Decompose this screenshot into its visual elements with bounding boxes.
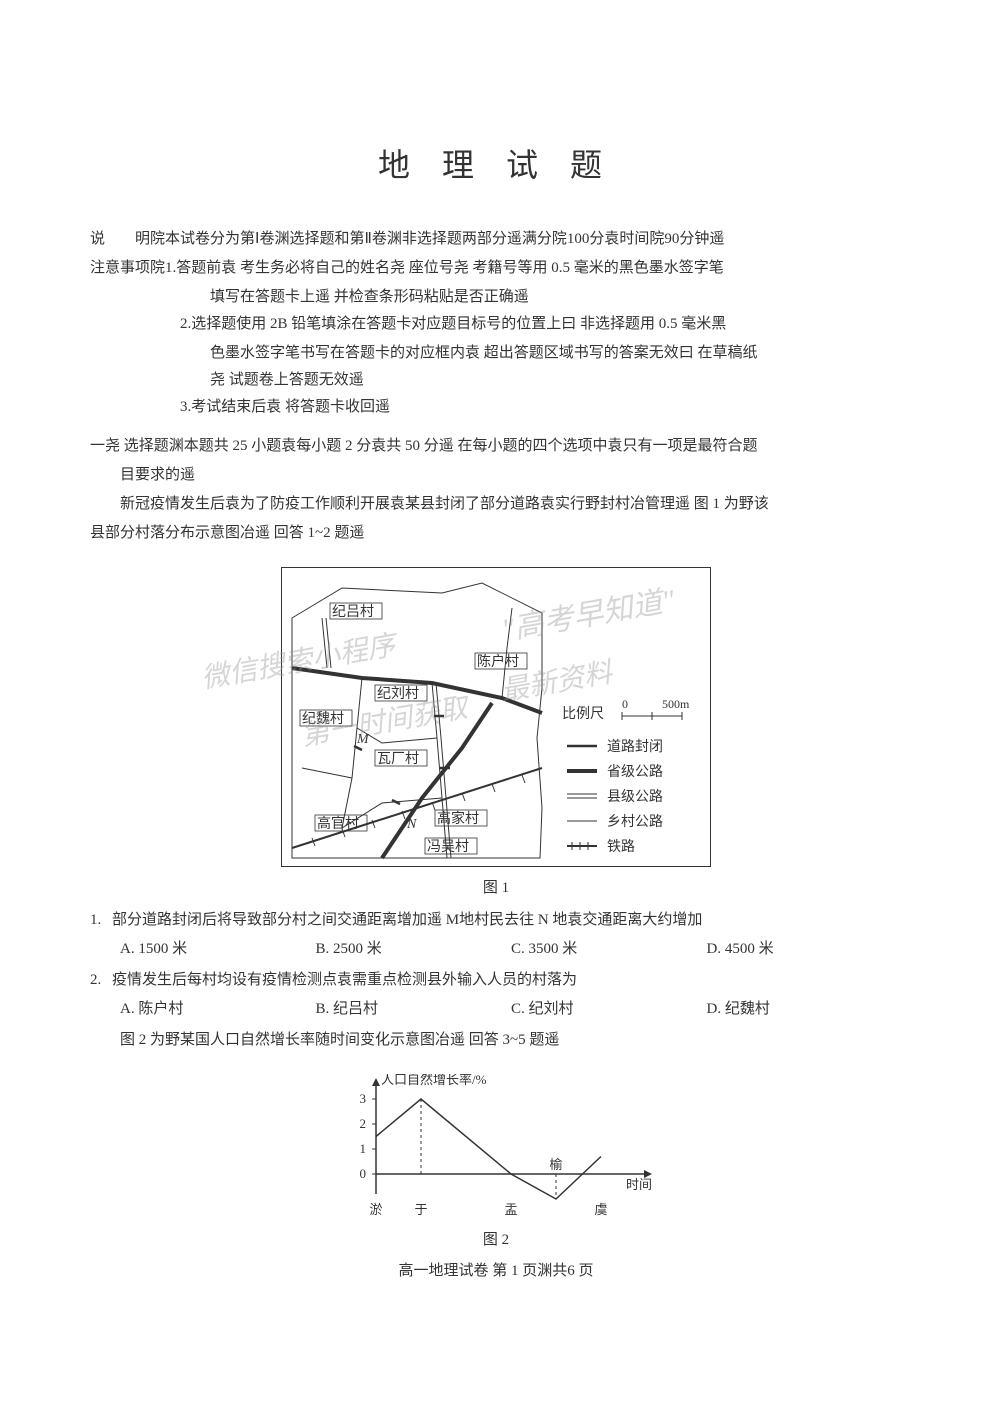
section1-header2: 目要求的遥 <box>90 462 902 489</box>
q2-text: 疫情发生后每村均设有疫情检测点袁需重点检测县外输入人员的村落为 <box>112 967 902 994</box>
legend-railway: 铁路 <box>607 839 635 855</box>
ylabel: 人口自然增长率/% <box>381 1074 487 1087</box>
label-n: N <box>406 817 417 832</box>
village-jiwei: 纪魏村 <box>302 711 344 727</box>
q1-text: 部分道路封闭后将导致部分村之间交通距离增加遥 M地村民去往 N 地袁交通距离大约… <box>112 907 902 934</box>
passage1b: 县部分村落分布示意图冶遥 回答 1~2 题遥 <box>90 520 902 547</box>
question-1: 1. 部分道路封闭后将导致部分村之间交通距离增加遥 M地村民去往 N 地袁交通距… <box>90 907 902 934</box>
q1-option-a: A. 1500 米 <box>120 936 316 963</box>
xtick-4: 虞 <box>594 1202 607 1217</box>
scale-label: 比例尺 <box>562 706 604 722</box>
ytick-2: 2 <box>360 1116 367 1131</box>
q2-options: A. 陈户村 B. 纪吕村 C. 纪刘村 D. 纪魏村 <box>90 996 902 1023</box>
ytick-0: 0 <box>360 1166 367 1181</box>
figure2-caption: 图 2 <box>90 1228 902 1249</box>
label-m: M <box>356 732 370 747</box>
page-footer: 高一地理试卷 第 1 页渊共6 页 <box>90 1259 902 1280</box>
figure1-container: 纪吕村 陈户村 纪刘村 纪魏村 瓦厂村 高官村 高家村 冯吴村 M N 比例尺 … <box>90 567 902 897</box>
q1-option-b: B. 2500 米 <box>316 936 512 963</box>
item2-line2: 色墨水签字笔书写在答题卡的对应框内袁 超出答题区域书写的答案无效曰 在草稿纸 <box>90 340 902 367</box>
item3-label: 3. <box>180 394 191 421</box>
legend-provincial: 省级公路 <box>607 764 663 780</box>
q1-num: 1. <box>90 907 112 934</box>
q1-options: A. 1500 米 B. 2500 米 C. 3500 米 D. 4500 米 <box>90 936 902 963</box>
item1-line2: 填写在答题卡上遥 并检查条形码粘贴是否正确遥 <box>90 284 902 311</box>
ytick-3: 3 <box>360 1091 367 1106</box>
item2-line3: 尧 试题卷上答题无效遥 <box>90 367 902 394</box>
shuoming-text: 本试卷分为第Ⅰ卷渊选择题和第Ⅱ卷渊非选择题两部分遥满分院100分袁时间院90分钟… <box>165 226 902 253</box>
passage2: 图 2 为野某国人口自然增长率随时间变化示意图冶遥 回答 3~5 题遥 <box>90 1027 902 1054</box>
zhuyi-label: 注意事项院 <box>90 255 165 282</box>
q2-num: 2. <box>90 967 112 994</box>
xtick-0: 淤 <box>369 1202 382 1217</box>
figure1-caption: 图 1 <box>90 876 902 897</box>
item3-text: 考试结束后袁 将答题卡收回遥 <box>191 394 902 421</box>
ytick-1: 1 <box>360 1141 367 1156</box>
village-gaojia: 高家村 <box>437 810 479 827</box>
legend-village: 乡村公路 <box>607 814 663 830</box>
shuoming-label: 说 明院 <box>90 226 165 253</box>
item2-line1: 选择题使用 2B 铅笔填涂在答题卡对应题目标号的位置上曰 非选择题用 0.5 毫… <box>191 311 902 338</box>
village-jilv: 纪吕村 <box>332 604 374 620</box>
q2-option-b: B. 纪吕村 <box>316 996 512 1023</box>
scale-0: 0 <box>622 697 628 711</box>
village-fengwu: 冯吴村 <box>427 839 469 855</box>
growth-chart: 0 1 2 3 淤 于 盂 榆 虞 人口自然增长率/% 时间 <box>326 1074 666 1224</box>
q2-option-d: D. 纪魏村 <box>707 996 903 1023</box>
passage1: 新冠疫情发生后袁为了防疫工作顺利开展袁某县封闭了部分道路袁实行野封村冶管理遥 图… <box>90 491 902 518</box>
scale-500: 500m <box>662 697 690 711</box>
legend-closed: 道路封闭 <box>607 739 663 755</box>
q2-option-c: C. 纪刘村 <box>511 996 707 1023</box>
village-jiliu: 纪刘村 <box>377 686 419 702</box>
q1-option-d: D. 4500 米 <box>707 936 903 963</box>
question-2: 2. 疫情发生后每村均设有疫情检测点袁需重点检测县外输入人员的村落为 <box>90 967 902 994</box>
xtick-3: 榆 <box>549 1157 562 1172</box>
q1-option-c: C. 3500 米 <box>511 936 707 963</box>
q2-option-a: A. 陈户村 <box>120 996 316 1023</box>
village-chenhu: 陈户村 <box>477 653 519 670</box>
village-wachang: 瓦厂村 <box>377 751 419 767</box>
xtick-1: 于 <box>414 1202 427 1217</box>
village-gaoguan: 高官村 <box>317 815 359 832</box>
item1-line1: 答题前袁 考生务必将自己的姓名尧 座位号尧 考籍号等用 0.5 毫米的黑色墨水签… <box>176 255 902 282</box>
passage1-text: 新冠疫情发生后袁为了防疫工作顺利开展袁某县封闭了部分道路袁实行野封村冶管理遥 图… <box>120 496 769 512</box>
legend-county: 县级公路 <box>607 789 663 805</box>
instructions-block: 说 明院 本试卷分为第Ⅰ卷渊选择题和第Ⅱ卷渊非选择题两部分遥满分院100分袁时间… <box>90 226 902 421</box>
item2-label: 2. <box>180 311 191 338</box>
item1-label: 1. <box>165 255 176 282</box>
section1-header: 一尧 选择题渊本题共 25 小题袁每小题 2 分袁共 50 分遥 在每小题的四个… <box>90 433 902 460</box>
figure2-container: 0 1 2 3 淤 于 盂 榆 虞 人口自然增长率/% 时间 图 2 <box>90 1074 902 1249</box>
xlabel: 时间 <box>626 1177 652 1192</box>
xtick-2: 盂 <box>504 1202 517 1217</box>
map-figure: 纪吕村 陈户村 纪刘村 纪魏村 瓦厂村 高官村 高家村 冯吴村 M N 比例尺 … <box>281 567 711 867</box>
exam-title: 地 理 试 题 <box>90 140 902 186</box>
